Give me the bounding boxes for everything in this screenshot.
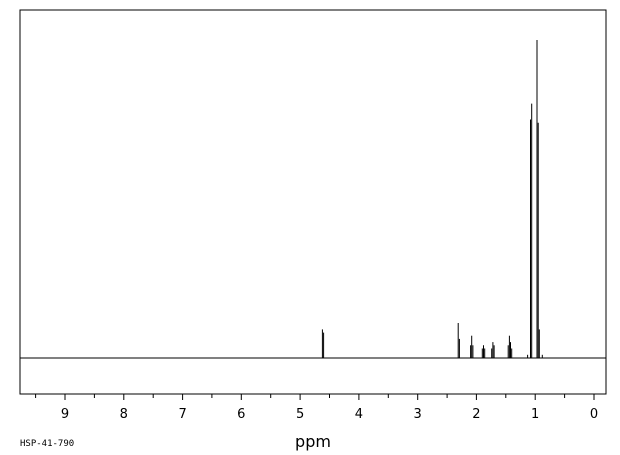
spectrum-code-label: HSP-41-790 [20,439,74,449]
peaks-layer [321,40,543,358]
x-tick-label: 1 [531,407,539,422]
x-tick-label: 5 [296,407,304,422]
ticks-layer: 9 8 7 6 5 4 3 2 1 0 [35,394,598,422]
x-tick-label: 8 [120,407,128,422]
x-tick-label: 3 [414,407,422,422]
x-tick-label: 2 [472,407,480,422]
x-axis-title: ppm [295,432,331,451]
plot-frame [19,9,607,395]
x-tick-label: 0 [590,407,598,422]
x-tick-label: 6 [237,407,245,422]
x-tick-label: 4 [355,407,363,422]
x-tick-label: 9 [61,407,69,422]
x-tick-label: 7 [178,407,186,422]
